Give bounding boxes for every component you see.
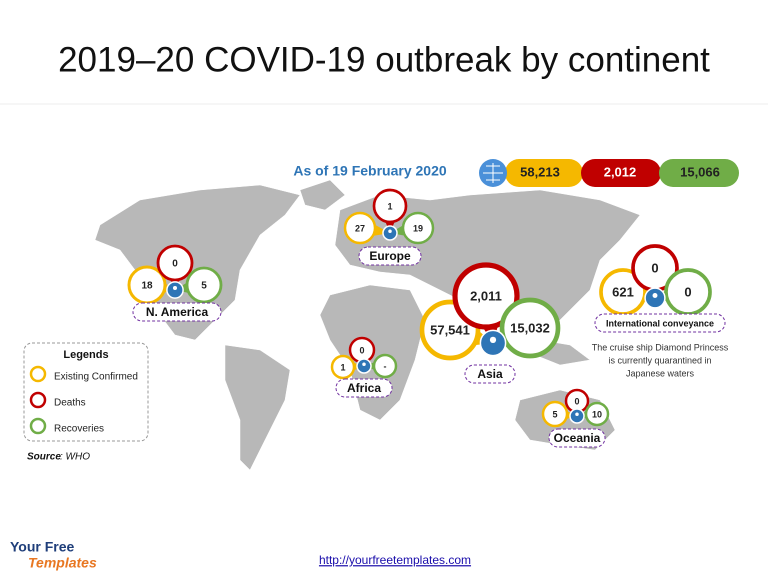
people-head	[575, 412, 579, 416]
totals-bar: 58,213 2,012 15,066	[479, 159, 739, 187]
pin-confirmed-value: 621	[612, 284, 634, 299]
pin-confirmed	[343, 211, 377, 245]
region-pin: 5 0 10 Oceania	[541, 388, 610, 448]
total-deaths: 2,012	[604, 164, 637, 179]
legend-title: Legends	[63, 349, 108, 361]
legend-swatch	[29, 391, 47, 409]
pin-confirmed	[330, 354, 356, 380]
pin-confirmed-value: 27	[355, 223, 365, 233]
pin-confirmed-value: 5	[552, 409, 557, 419]
people-head	[172, 285, 178, 290]
region-label-box	[548, 428, 606, 448]
note-line: is currently quarantined in	[608, 355, 711, 365]
total-confirmed: 58,213	[520, 164, 560, 179]
note: The cruise ship Diamond Princess is curr…	[592, 342, 729, 378]
region-name: Oceania	[554, 431, 601, 445]
pin-deaths	[372, 188, 408, 224]
pin-recoveries	[584, 401, 610, 427]
region-name: International conveyance	[606, 318, 714, 328]
region-label-box	[358, 246, 422, 266]
total-deaths-pill	[581, 159, 661, 187]
as-of-date: As of 19 February 2020	[293, 163, 447, 179]
logo-bottom: Templates	[28, 555, 97, 571]
total-recoveries: 15,066	[680, 164, 720, 179]
legend-item: Existing Confirmed	[54, 372, 138, 383]
region-label-box	[132, 302, 222, 322]
people-head	[652, 293, 658, 298]
region-pin: 621 0 0 International conveyance	[594, 244, 726, 333]
region-name: Asia	[477, 367, 503, 381]
pin-deaths	[156, 244, 194, 282]
pin-confirmed-value: 1	[340, 362, 345, 372]
region-label-box	[335, 378, 393, 398]
total-recoveries-pill	[659, 159, 739, 187]
pin-deaths-value: 0	[172, 259, 178, 270]
legend-item: Recoveries	[54, 424, 104, 435]
region-name: Europe	[369, 249, 411, 263]
legend: Legends Existing Confirmed Deaths Recove…	[23, 342, 149, 442]
region-pin: 18 0 5 N. America	[127, 244, 223, 322]
region-pin: 1 0 -Africa	[330, 336, 398, 398]
title: 2019–20 COVID-19 outbreak by continent	[58, 40, 710, 79]
pin-confirmed-value: 57,541	[430, 322, 470, 337]
globe-lines	[483, 163, 503, 183]
pin-deaths	[452, 262, 520, 330]
people-head	[362, 362, 366, 366]
region-pin: 27 1 19 Europe	[343, 188, 435, 266]
pin-deaths-value: 2,011	[470, 288, 502, 303]
people-head	[489, 336, 497, 343]
people-icon	[644, 287, 666, 309]
total-confirmed-pill	[505, 159, 583, 187]
source-label: Source	[27, 452, 61, 463]
pin-recoveries	[401, 211, 435, 245]
pin-recoveries-value: 5	[201, 281, 207, 292]
people-head	[388, 229, 392, 233]
region-name: Africa	[347, 381, 381, 395]
pin-deaths-value: 0	[359, 345, 364, 355]
greenland	[299, 179, 346, 211]
legend-swatch	[29, 417, 47, 435]
pin-deaths-value: 1	[387, 201, 392, 211]
pin-deaths-value: 0	[574, 396, 579, 406]
legend-box	[23, 342, 149, 442]
legend-swatch	[29, 365, 47, 383]
pin-recoveries-value: 0	[684, 284, 691, 299]
logo-top: Your Free	[10, 539, 75, 555]
pin-recoveries-value: 10	[592, 409, 602, 419]
pin-recoveries-value: -	[384, 361, 387, 371]
pin-confirmed-value: 18	[141, 281, 153, 292]
pin-recoveries-value: 19	[413, 223, 423, 233]
region-label-box	[464, 364, 516, 384]
pin-recoveries-value: 15,032	[510, 320, 550, 335]
footer-link[interactable]: http://yourfreetemplates.com	[319, 553, 471, 567]
pin-deaths-value: 0	[651, 260, 658, 275]
pin-confirmed	[541, 400, 569, 428]
pin-recoveries	[185, 266, 223, 304]
note-line: The cruise ship Diamond Princess	[592, 342, 729, 352]
region-name: N. America	[146, 305, 209, 319]
south-america	[224, 344, 291, 471]
note-line: Japanese waters	[626, 368, 695, 378]
region-pin: 57,541 2,011 15,032 Asia	[419, 262, 561, 384]
pin-recoveries	[372, 353, 398, 379]
region-label-box	[594, 313, 726, 333]
pin-recoveries	[499, 297, 561, 359]
source-text: : WHO	[60, 452, 90, 463]
legend-item: Deaths	[54, 398, 86, 409]
